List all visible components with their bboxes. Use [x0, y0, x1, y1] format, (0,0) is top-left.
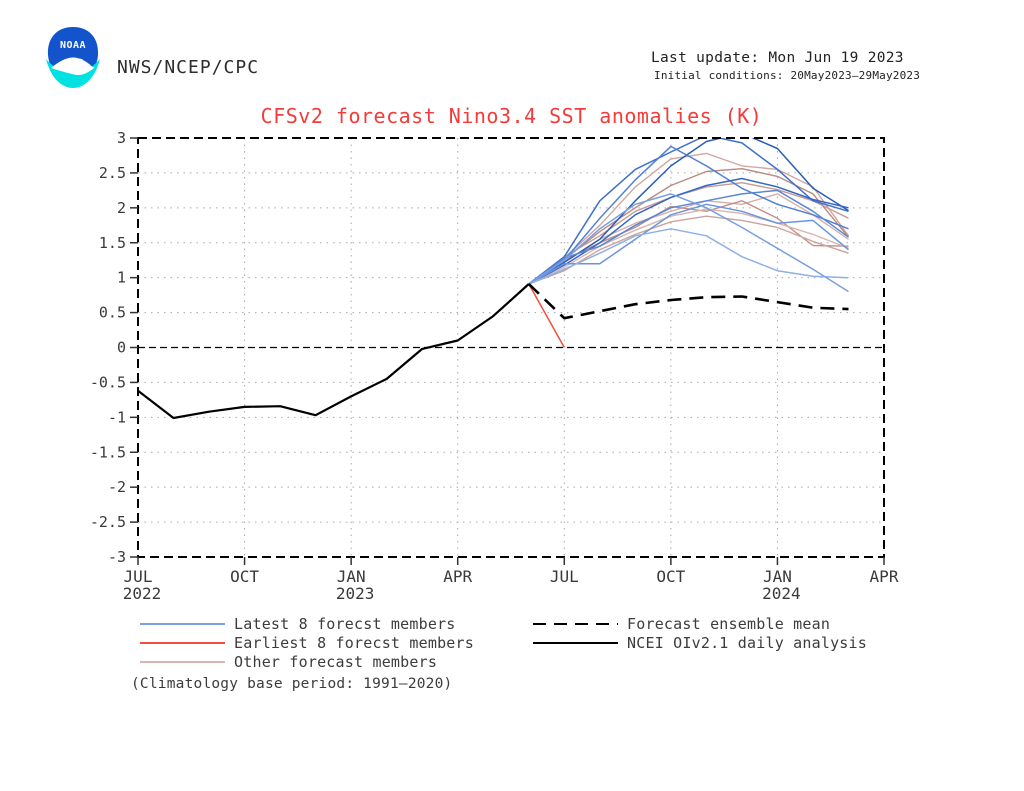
- legend-item-latest-members: Latest 8 forecst members: [140, 615, 456, 633]
- noaa-logo-bird-icon: [51, 58, 95, 75]
- y-tick-label: 1.5: [99, 234, 126, 252]
- noaa-logo-text: NOAA: [60, 40, 86, 51]
- legend-label-daily-analysis: NCEI OIv2.1 daily analysis: [627, 634, 867, 652]
- series-earliest-member-1: [528, 283, 565, 348]
- x-tick-label: APR: [870, 567, 899, 586]
- y-tick-label: 2.5: [99, 164, 126, 182]
- climatology-footnote: (Climatology base period: 1991–2020): [131, 676, 453, 692]
- y-tick-label: -3: [108, 548, 126, 566]
- y-tick-label: -0.5: [90, 373, 126, 391]
- legend-item-earliest-members: Earliest 8 forecst members: [140, 634, 474, 652]
- y-tick-label: -1.5: [90, 443, 126, 461]
- series-group: [138, 138, 850, 420]
- series-other-member-3: [528, 193, 849, 285]
- x-tick-label: APR: [443, 567, 472, 586]
- y-tick-label: -2.5: [90, 513, 126, 531]
- x-tick-label: JUL: [124, 567, 153, 586]
- x-year-label: 2022: [123, 584, 162, 603]
- series-latest-member-2: [528, 138, 849, 285]
- y-tick-label: 1: [117, 269, 126, 287]
- y-tick-label: 3: [117, 129, 126, 147]
- legend-item-other-members: Other forecast members: [140, 653, 437, 671]
- legend-item-daily-analysis: NCEI OIv2.1 daily analysis: [533, 634, 867, 652]
- chart-title: CFSv2 forecast Nino3.4 SST anomalies (K): [260, 104, 763, 128]
- series-latest-member-6: [528, 203, 849, 285]
- legend-line-ensemble-mean: [533, 623, 618, 625]
- x-tick-label: JAN: [763, 567, 792, 586]
- series-latest-member-3: [528, 145, 849, 285]
- legend-label-other-members: Other forecast members: [234, 653, 438, 671]
- x-tick-label: OCT: [230, 567, 259, 586]
- series-other-member-6: [528, 215, 849, 285]
- series-latest-member-1: [528, 138, 849, 285]
- series-other-member-2: [528, 181, 849, 285]
- series-latest-member-7: [528, 228, 849, 285]
- legend-line-earliest-members: [140, 642, 225, 644]
- x-tick-label: JAN: [337, 567, 366, 586]
- series-forecast-ensemble-mean: [527, 283, 849, 320]
- y-tick-label: 0.5: [99, 304, 126, 322]
- last-update-text: Last update: Mon Jun 19 2023: [651, 50, 904, 66]
- sst-anomaly-chart: 32.521.510.50-0.5-1-1.5-2-2.5-3JUL2022OC…: [90, 129, 899, 603]
- legend-line-daily-analysis: [533, 642, 618, 644]
- legend-label-latest-members: Latest 8 forecst members: [234, 615, 456, 633]
- y-tick-label: 2: [117, 199, 126, 217]
- x-year-label: 2023: [336, 584, 375, 603]
- series-latest-member-8: [528, 193, 849, 293]
- series-latest-member-4: [528, 177, 849, 285]
- noaa-logo-top-shape: [47, 27, 99, 68]
- legend-label-earliest-members: Earliest 8 forecst members: [234, 634, 474, 652]
- y-tick-label: -1: [108, 408, 126, 426]
- series-other-member-7: [528, 167, 850, 285]
- legend-label-ensemble-mean: Forecast ensemble mean: [627, 615, 831, 633]
- legend-line-other-members: [140, 661, 225, 663]
- x-tick-label: JUL: [550, 567, 579, 586]
- series-latest-member-5: [528, 189, 849, 285]
- x-tick-label: OCT: [656, 567, 685, 586]
- legend-item-ensemble-mean: Forecast ensemble mean: [533, 615, 830, 633]
- series-other-member-5: [528, 208, 849, 285]
- initial-conditions-text: Initial conditions: 20May2023–29May2023: [654, 69, 921, 82]
- y-tick-label: -2: [108, 478, 126, 496]
- series-ncei-oiv2-1-daily-analysis: [138, 283, 530, 420]
- agency-title: NWS/NCEP/CPC: [117, 57, 260, 78]
- legend-line-latest-members: [140, 623, 225, 625]
- y-tick-label: 0: [117, 339, 126, 357]
- x-year-label: 2024: [762, 584, 801, 603]
- noaa-logo: NOAA: [46, 27, 100, 88]
